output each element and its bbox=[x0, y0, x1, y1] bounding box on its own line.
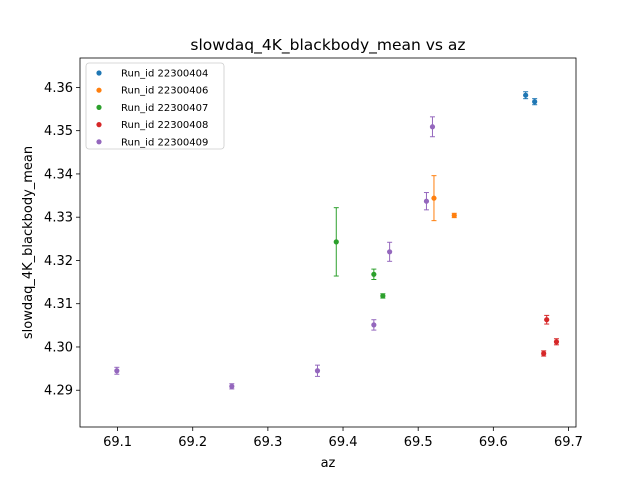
data-point bbox=[387, 249, 393, 255]
x-tick-label: 69.1 bbox=[103, 435, 132, 450]
plot-frame bbox=[79, 57, 577, 428]
series-group bbox=[114, 116, 436, 390]
legend-marker bbox=[96, 122, 102, 128]
series-layer bbox=[114, 91, 560, 390]
data-point bbox=[544, 317, 550, 323]
x-tick-label: 69.2 bbox=[178, 435, 207, 450]
data-point bbox=[541, 350, 547, 357]
series-group bbox=[333, 207, 386, 299]
data-point bbox=[371, 322, 377, 328]
y-tick-label: 4.31 bbox=[44, 297, 73, 312]
series-group bbox=[541, 314, 560, 357]
y-tick-label: 4.36 bbox=[44, 81, 73, 96]
data-point bbox=[532, 99, 538, 105]
legend-label: Run_id 22300408 bbox=[121, 120, 208, 131]
chart-title: slowdaq_4K_blackbody_mean vs az bbox=[190, 36, 465, 55]
data-point bbox=[114, 368, 120, 374]
data-point bbox=[371, 271, 377, 277]
legend-marker bbox=[96, 70, 102, 76]
legend-label: Run_id 22300407 bbox=[121, 103, 208, 114]
x-tick-label: 69.4 bbox=[329, 435, 358, 450]
data-point bbox=[523, 92, 529, 98]
data-point bbox=[333, 239, 339, 245]
y-axis: 4.29 4.30 4.31 4.32 4.33 4.34 4.35 4.36 bbox=[44, 81, 80, 399]
data-point bbox=[314, 368, 321, 374]
x-axis: 69.1 69.2 69.3 69.4 69.5 69.6 69.7 bbox=[103, 427, 583, 450]
x-axis-title: az bbox=[321, 456, 336, 471]
legend-marker bbox=[96, 87, 102, 93]
legend-marker bbox=[96, 139, 102, 145]
legend-frame bbox=[85, 62, 225, 150]
legend-marker bbox=[96, 104, 102, 110]
y-tick-label: 4.33 bbox=[44, 211, 73, 226]
data-point bbox=[423, 198, 430, 204]
data-point bbox=[429, 124, 436, 130]
y-tick-label: 4.34 bbox=[44, 167, 73, 182]
legend-label: Run_id 22300409 bbox=[121, 137, 208, 148]
data-point bbox=[431, 195, 437, 201]
y-tick-label: 4.32 bbox=[44, 254, 73, 269]
legend-label: Run_id 22300404 bbox=[121, 69, 208, 80]
y-axis-title: slowdaq_4K_blackbody_mean bbox=[21, 146, 36, 339]
data-point bbox=[229, 383, 235, 389]
data-point bbox=[553, 339, 560, 345]
x-tick-label: 69.6 bbox=[479, 435, 508, 450]
legend: Run_id 22300404 Run_id 22300406 Run_id 223… bbox=[85, 62, 225, 150]
series-group bbox=[523, 91, 538, 106]
series-group bbox=[431, 175, 457, 222]
x-tick-label: 69.7 bbox=[554, 435, 583, 450]
data-point bbox=[380, 293, 386, 299]
x-tick-label: 69.5 bbox=[404, 435, 433, 450]
y-tick-label: 4.30 bbox=[44, 340, 73, 355]
y-tick-label: 4.29 bbox=[44, 384, 73, 399]
y-tick-label: 4.35 bbox=[44, 124, 73, 139]
legend-label: Run_id 22300406 bbox=[121, 86, 208, 97]
x-tick-label: 69.3 bbox=[253, 435, 282, 450]
data-point bbox=[451, 212, 457, 219]
